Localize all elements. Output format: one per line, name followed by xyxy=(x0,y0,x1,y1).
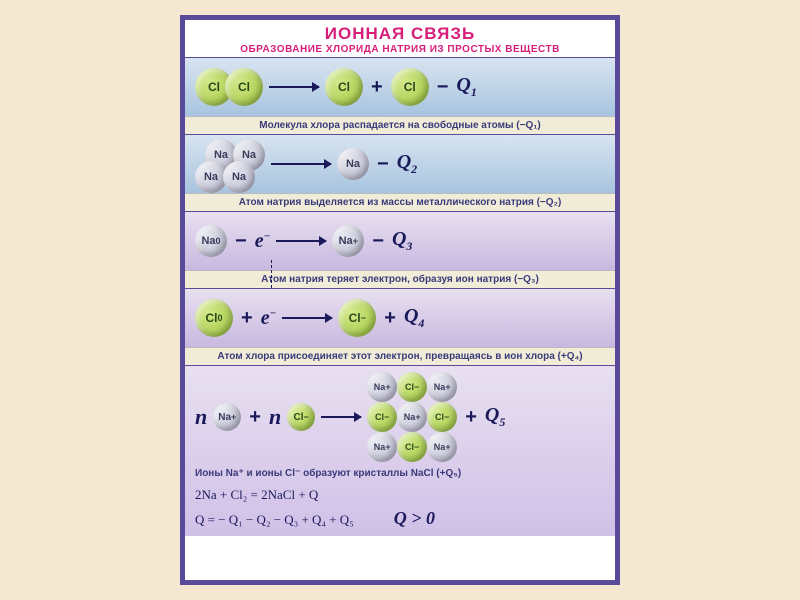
na-atom-icon: Na xyxy=(337,148,369,180)
step-3: Na0 − e− Na+ − Q3 Атом натрия теряет эле… xyxy=(185,211,615,288)
header: ИОННАЯ СВЯЗЬ ОБРАЗОВАНИЕ ХЛОРИДА НАТРИЯ … xyxy=(185,20,615,57)
n-coefficient: n xyxy=(195,404,207,430)
n-coefficient: n xyxy=(269,404,281,430)
final-note: Ионы Na⁺ и ионы Cl⁻ образуют кристаллы N… xyxy=(195,468,605,479)
na0-atom-icon: Na0 xyxy=(195,225,227,257)
cl-minus-atom-icon: Cl− xyxy=(427,402,457,432)
step-4: Cl0 + e− Cl− + Q4 Атом хлора присоединяе… xyxy=(185,288,615,365)
chemistry-poster: ИОННАЯ СВЯЗЬ ОБРАЗОВАНИЕ ХЛОРИДА НАТРИЯ … xyxy=(180,15,620,585)
cl-atom-icon: Cl xyxy=(325,68,363,106)
minus-op: − xyxy=(372,230,384,253)
final-step: n Na+ + n Cl− Na+ Cl− Na+ Cl− Na+ Cl− Na… xyxy=(185,365,615,536)
na-plus-atom-icon: Na+ xyxy=(397,402,427,432)
q4-label: Q4 xyxy=(404,305,424,331)
step-1-reaction: Cl Cl Cl + Cl − Q1 xyxy=(185,58,615,116)
step-1-caption: Молекула хлора распадается на свободные … xyxy=(185,116,615,134)
plus-op: + xyxy=(384,307,396,330)
na-atom-icon: Na xyxy=(223,161,255,193)
arrow-icon xyxy=(321,416,361,418)
minus-op: − xyxy=(377,153,389,176)
arrow-icon xyxy=(276,240,326,242)
plus-op: + xyxy=(249,406,261,429)
q3-label: Q3 xyxy=(392,228,412,254)
na-plus-atom-icon: Na+ xyxy=(213,403,241,431)
cl-minus-atom-icon: Cl− xyxy=(367,402,397,432)
na-plus-atom-icon: Na+ xyxy=(367,432,397,462)
cl-atom-icon: Cl xyxy=(225,68,263,106)
na-plus-atom-icon: Na+ xyxy=(427,432,457,462)
electron: e− xyxy=(255,230,271,253)
step-3-reaction: Na0 − e− Na+ − Q3 xyxy=(185,212,615,270)
cl0-atom-icon: Cl0 xyxy=(195,299,233,337)
nacl-lattice: Na+ Cl− Na+ Cl− Na+ Cl− Na+ Cl− Na+ xyxy=(367,372,457,462)
subtitle: ОБРАЗОВАНИЕ ХЛОРИДА НАТРИЯ ИЗ ПРОСТЫХ ВЕ… xyxy=(185,44,615,55)
arrow-icon xyxy=(271,163,331,165)
arrow-icon xyxy=(269,86,319,88)
na-plus-atom-icon: Na+ xyxy=(367,372,397,402)
step-3-caption: Атом натрия теряет электрон, образуя ион… xyxy=(185,270,615,288)
equation-2: Q = − Q₁ − Q₂ − Q₃ + Q₄ + Q₅ xyxy=(195,510,354,530)
cl-atom-icon: Cl xyxy=(391,68,429,106)
plus-op: + xyxy=(371,76,383,99)
equation-1: 2Na + Cl₂ = 2NaCl + Q xyxy=(195,485,605,505)
q1-label: Q1 xyxy=(456,74,476,100)
cl-minus-atom-icon: Cl− xyxy=(338,299,376,337)
step-1: Cl Cl Cl + Cl − Q1 Молекула хлора распад… xyxy=(185,57,615,134)
step-4-caption: Атом хлора присоединяет этот электрон, п… xyxy=(185,347,615,365)
arrow-icon xyxy=(282,317,332,319)
equations: 2Na + Cl₂ = 2NaCl + Q Q = − Q₁ − Q₂ − Q₃… xyxy=(195,485,605,532)
electron: e− xyxy=(261,307,277,330)
cl-minus-atom-icon: Cl− xyxy=(397,372,427,402)
cl-minus-atom-icon: Cl− xyxy=(287,403,315,431)
na-cluster: Na Na Na Na xyxy=(195,139,265,189)
plus-op: + xyxy=(465,406,477,429)
q5-label: Q5 xyxy=(485,404,505,430)
step-2-caption: Атом натрия выделяется из массы металлич… xyxy=(185,193,615,211)
na-plus-atom-icon: Na+ xyxy=(332,225,364,257)
final-reaction: n Na+ + n Cl− Na+ Cl− Na+ Cl− Na+ Cl− Na… xyxy=(195,372,605,462)
q-condition: Q > 0 xyxy=(394,505,435,532)
minus-op: − xyxy=(437,76,449,99)
plus-op: + xyxy=(241,307,253,330)
step-4-reaction: Cl0 + e− Cl− + Q4 xyxy=(185,289,615,347)
step-2: Na Na Na Na Na − Q2 Атом натрия выделяет… xyxy=(185,134,615,211)
main-title: ИОННАЯ СВЯЗЬ xyxy=(185,24,615,44)
na-plus-atom-icon: Na+ xyxy=(427,372,457,402)
q2-label: Q2 xyxy=(397,151,417,177)
minus-op: − xyxy=(235,230,247,253)
step-2-reaction: Na Na Na Na Na − Q2 xyxy=(185,135,615,193)
cl-minus-atom-icon: Cl− xyxy=(397,432,427,462)
